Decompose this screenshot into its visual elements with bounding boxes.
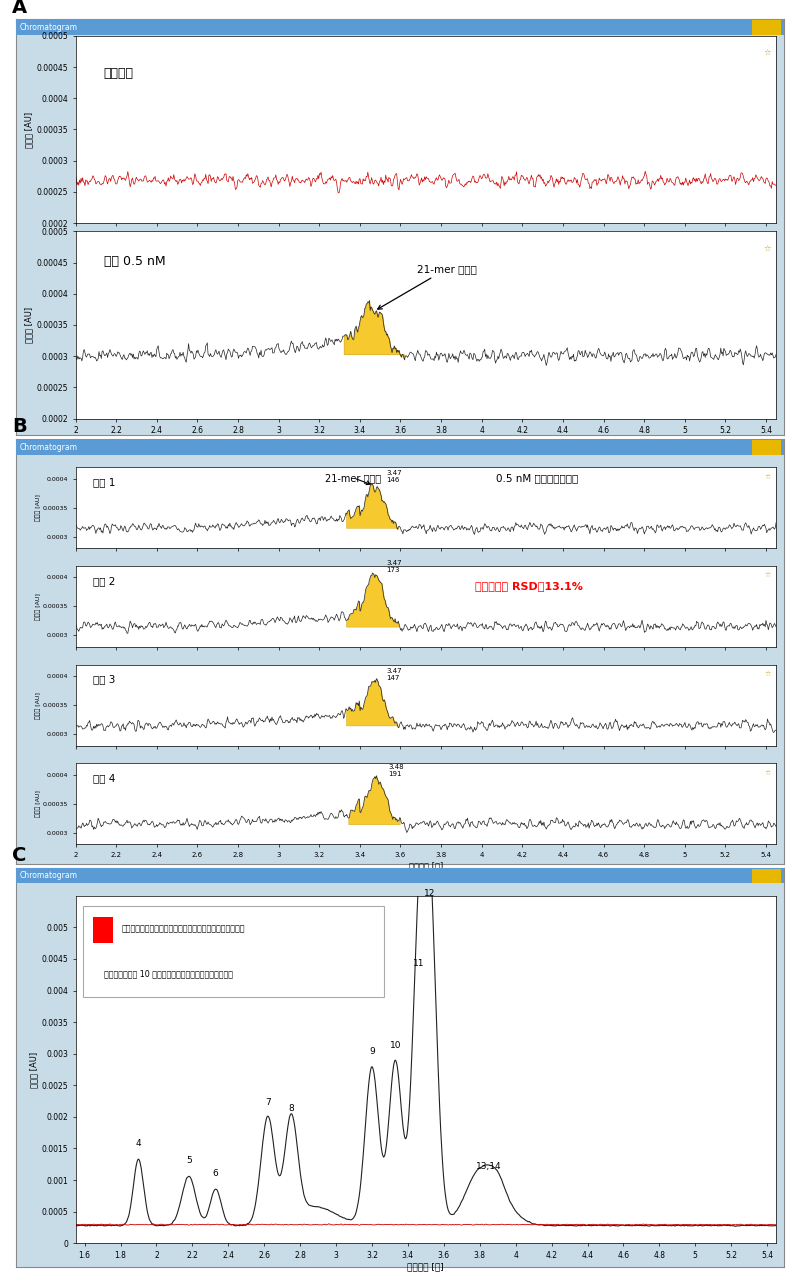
Text: ☆: ☆ (765, 671, 771, 677)
Bar (16, 19, 784, 35)
Bar (16, 868, 784, 883)
Bar (751, 440, 781, 454)
Text: A: A (12, 0, 27, 17)
Y-axis label: 吸光度 [AU]: 吸光度 [AU] (25, 111, 33, 147)
Text: 注入 1: 注入 1 (93, 477, 115, 486)
Text: 13,14: 13,14 (476, 1162, 501, 1171)
Text: 6: 6 (213, 1169, 219, 1178)
Y-axis label: 吸光度 [AU]: 吸光度 [AU] (36, 691, 41, 718)
Bar (83, 906, 384, 997)
Text: Chromatogram: Chromatogram (20, 443, 78, 452)
Y-axis label: 吸光度 [AU]: 吸光度 [AU] (36, 494, 41, 521)
Text: 3.48
191: 3.48 191 (388, 764, 404, 777)
Text: 3.47
146: 3.47 146 (386, 470, 402, 484)
Text: 11: 11 (413, 959, 424, 968)
Text: 注入 3: 注入 3 (93, 675, 115, 685)
Text: 9: 9 (369, 1047, 375, 1056)
Text: 7: 7 (265, 1098, 271, 1107)
Text: 12: 12 (423, 890, 435, 899)
Y-axis label: 吸光度 [AU]: 吸光度 [AU] (25, 307, 33, 343)
Text: Chromatogram: Chromatogram (20, 870, 78, 879)
Text: ☆: ☆ (763, 244, 771, 253)
Bar (93, 916, 113, 942)
Text: 10: 10 (389, 1041, 401, 1050)
Y-axis label: 吸光度 [AU]: 吸光度 [AU] (29, 1051, 38, 1088)
Bar (751, 869, 781, 883)
Y-axis label: 吸光度 [AU]: 吸光度 [AU] (36, 593, 41, 620)
Text: 濃度 0.5 nM: 濃度 0.5 nM (103, 255, 166, 268)
Text: 5: 5 (186, 1156, 192, 1165)
Text: ☆: ☆ (765, 771, 771, 776)
Text: 注入 2: 注入 2 (93, 576, 115, 586)
Text: 8: 8 (288, 1105, 294, 1114)
Text: 赤色のトレース：オリゴヌクレオチドを高レベルロードで: 赤色のトレース：オリゴヌクレオチドを高レベルロードで (121, 924, 244, 933)
Bar (16, 439, 784, 456)
Text: 3.47
173: 3.47 173 (386, 561, 402, 573)
Text: 3.47
147: 3.47 147 (386, 668, 402, 681)
Text: ブランク: ブランク (103, 67, 134, 81)
Text: 21-mer オリゴ: 21-mer オリゴ (326, 472, 381, 485)
Text: （オンカラムで 10 ピコモル）注入した後のブランク注入: （オンカラムで 10 ピコモル）注入した後のブランク注入 (103, 969, 232, 978)
Y-axis label: 吸光度 [AU]: 吸光度 [AU] (36, 791, 41, 818)
Text: B: B (12, 417, 27, 436)
Text: ☆: ☆ (765, 572, 771, 579)
X-axis label: 保持時間 [分]: 保持時間 [分] (408, 1262, 444, 1271)
X-axis label: 保持時間 [分]: 保持時間 [分] (408, 861, 443, 870)
Text: Chromatogram: Chromatogram (20, 23, 78, 32)
Text: ☆: ☆ (765, 474, 771, 480)
Text: 21-mer オリゴ: 21-mer オリゴ (377, 264, 477, 310)
Text: 注入 4: 注入 4 (93, 773, 115, 783)
Text: ☆: ☆ (763, 49, 771, 58)
Bar (751, 20, 781, 35)
Text: 4: 4 (135, 1139, 142, 1148)
Text: 0.5 nM の繰り返し注入: 0.5 nM の繰り返し注入 (496, 474, 578, 484)
Text: C: C (12, 846, 26, 865)
X-axis label: 保持時間 [分]: 保持時間 [分] (408, 438, 444, 447)
Text: ピーク面積 RSD：13.1%: ピーク面積 RSD：13.1% (475, 581, 583, 590)
